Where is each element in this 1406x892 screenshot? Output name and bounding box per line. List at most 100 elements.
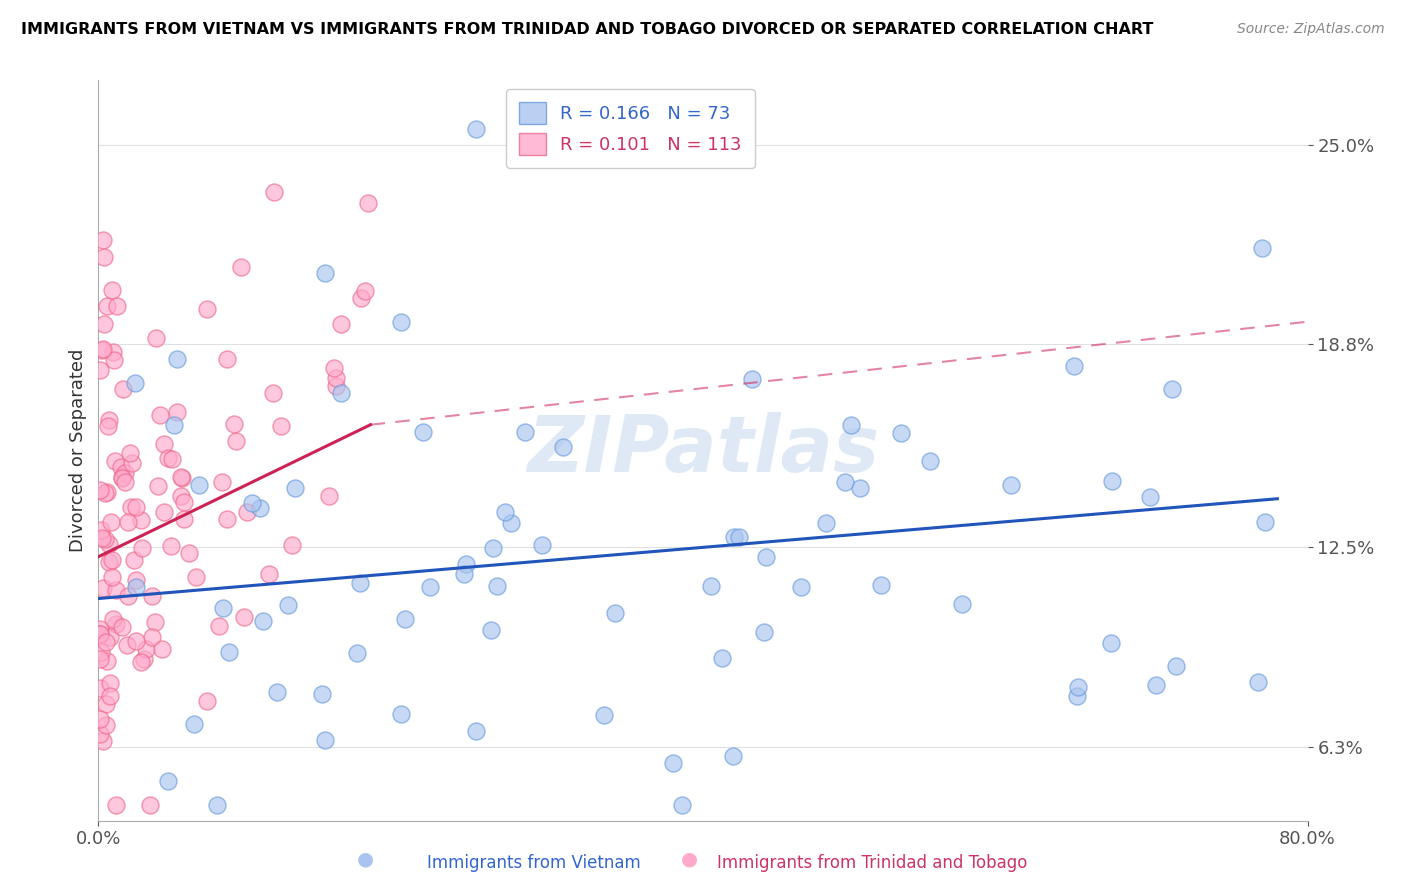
Point (139, 797, 162, 812)
Point (357, 195, 380, 210)
Point (125, 574, 148, 588)
Point (266, 685, 288, 699)
Point (318, 489, 340, 503)
Point (101, 283, 124, 297)
Point (159, 539, 181, 553)
Y-axis label: Divorced or Separated: Divorced or Separated (69, 349, 87, 552)
Point (141, 589, 163, 603)
Point (89, 627, 111, 641)
Point (329, 386, 352, 401)
Point (728, 530, 751, 544)
Point (789, 581, 811, 595)
Point (98, 630, 121, 644)
Point (122, 553, 145, 567)
Point (311, 687, 333, 701)
Point (1000, 477, 1022, 491)
Point (281, 538, 304, 552)
Point (118, 446, 141, 460)
Point (218, 644, 240, 658)
Text: Source: ZipAtlas.com: Source: ZipAtlas.com (1237, 22, 1385, 37)
Point (183, 717, 205, 731)
Point (755, 549, 778, 564)
Point (184, 570, 207, 584)
Point (117, 589, 139, 603)
Point (1067, 681, 1090, 695)
Point (89, 713, 111, 727)
Point (93, 317, 115, 331)
Point (723, 530, 745, 544)
Point (117, 515, 139, 529)
Point (111, 620, 134, 634)
Point (188, 477, 211, 491)
Point (98, 556, 121, 570)
Point (141, 630, 163, 644)
Point (96, 299, 118, 313)
Text: ●: ● (357, 850, 374, 869)
Point (150, 641, 173, 656)
Point (97, 419, 120, 434)
Point (235, 505, 257, 519)
Point (1160, 383, 1182, 397)
Point (890, 426, 912, 441)
Point (325, 378, 347, 392)
Point (124, 580, 146, 594)
Point (346, 646, 368, 660)
Point (96, 654, 118, 668)
Point (169, 470, 191, 484)
Point (453, 566, 475, 581)
Point (593, 707, 616, 722)
Point (920, 454, 942, 468)
Point (93, 250, 115, 264)
Point (96, 717, 118, 731)
Point (252, 614, 274, 628)
Point (208, 619, 231, 633)
Point (465, 723, 488, 738)
Point (1066, 690, 1088, 704)
Point (1139, 490, 1161, 504)
Point (1254, 515, 1277, 529)
Point (233, 610, 256, 624)
Point (754, 625, 776, 640)
Point (112, 382, 135, 396)
Point (89, 622, 111, 636)
Point (129, 513, 152, 527)
Point (950, 597, 973, 611)
Point (1166, 659, 1188, 673)
Point (1101, 636, 1123, 650)
Text: IMMIGRANTS FROM VIETNAM VS IMMIGRANTS FROM TRINIDAD AND TOBAGO DIVORCED OR SEPAR: IMMIGRANTS FROM VIETNAM VS IMMIGRANTS FR… (21, 22, 1153, 37)
Point (723, 749, 745, 764)
Point (89, 363, 111, 377)
Point (513, 425, 536, 440)
Point (501, 516, 523, 530)
Point (98, 689, 121, 703)
Point (129, 655, 152, 669)
Point (94, 486, 117, 500)
Point (98, 676, 121, 690)
Point (89, 652, 111, 666)
Point (100, 570, 122, 584)
Point (1101, 474, 1123, 488)
Point (157, 773, 180, 788)
Point (121, 456, 143, 470)
Point (834, 475, 856, 490)
Point (145, 331, 167, 345)
Point (485, 579, 508, 593)
Point (149, 408, 172, 422)
Point (394, 612, 416, 626)
Point (741, 372, 763, 386)
Point (1063, 359, 1085, 373)
Point (231, 260, 253, 274)
Point (671, 797, 693, 812)
Point (120, 500, 142, 515)
Point (131, 541, 153, 556)
Point (111, 470, 134, 484)
Point (166, 405, 188, 419)
Point (105, 299, 128, 313)
Point (389, 707, 412, 722)
Point (101, 553, 124, 567)
Point (91, 734, 114, 748)
Point (89, 681, 111, 695)
Point (1144, 678, 1167, 692)
Point (104, 582, 127, 597)
Point (841, 417, 863, 432)
